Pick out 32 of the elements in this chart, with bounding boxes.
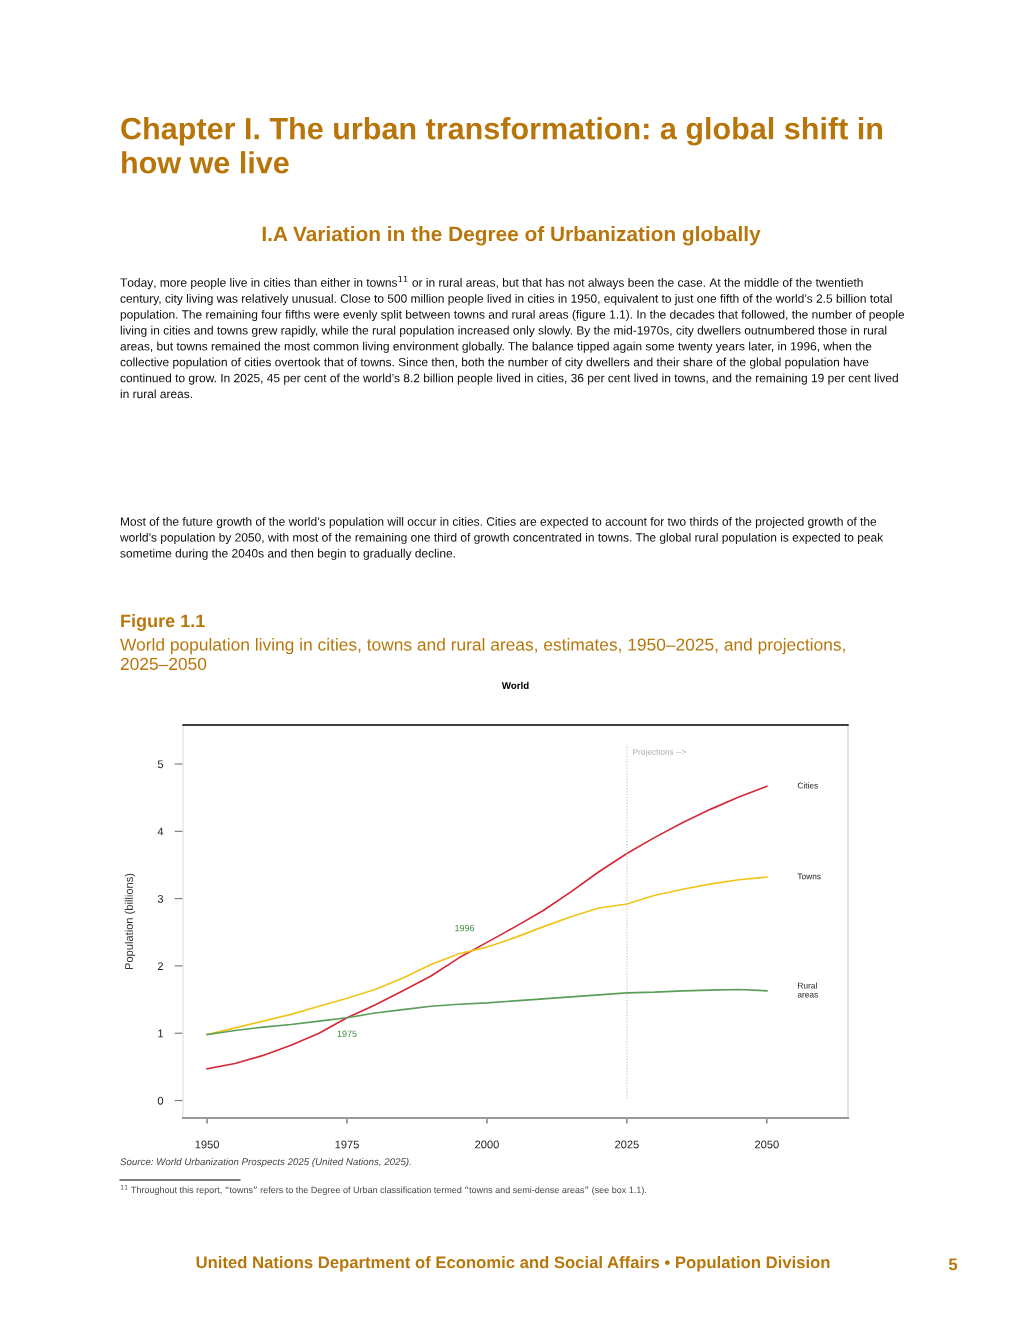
- text: Towns: [797, 873, 821, 880]
- text: World population living in cities, towns and rural areas, estimates, 1950–2025, and projections, 2025–2050: [120, 638, 845, 671]
- line-series: [206, 876, 768, 1036]
- text: Rural areas: [797, 982, 818, 998]
- line-series: [206, 988, 768, 1036]
- text: 5: [948, 1258, 958, 1271]
- y-tick-label: 2: [157, 962, 163, 970]
- y-tick-label: 3: [157, 894, 164, 903]
- text: I.A Variation in the Degree of Urbanization globally: [262, 226, 761, 246]
- source-note: Source: World Urbanization Prospects 2025 (United Nations, 2025).: [120, 1158, 411, 1168]
- annotation: 1996: [455, 924, 475, 932]
- y-axis-title: Population (billions): [124, 873, 136, 970]
- text: $^{11}$ Throughout this report, “towns” refers to the Degree of Urban classification termed “towns and semi-dense areas” (see box 1.1).: [120, 1185, 647, 1195]
- text: Cities: [797, 782, 818, 789]
- y-tick-label: 0: [157, 1096, 164, 1105]
- x-tick-label: 2000: [475, 1140, 499, 1149]
- text: Today, more people live in cities than either in towns$^{11}$ or in rural areas, but that has not always been the case. At the middle of the twentieth century, city living was relatively unusual. Close to 500 million people lived in cities in 1950, equivalent to just one fifth of the world’s 2.5 billion total population. The remaining four fifths were evenly split between towns and rural areas (figure 1.1). In the decades that followed, the number of people living in cities and towns grew rapidly, while the rural population increased only slowly. By the mid-1970s, city dwellers outnumbered those in rural areas, but towns remained the most common living environment globally. The balance tipped again some twenty years later, in 1996, when the collective population of cities overtook that of towns. Since then, both the number of city dwellers and their share of the global population have continued to grow. In 2025, 45 per cent of the world’s 8.2 billion people lived in cities, 36 per cent lived in towns, and the remaining 19 per cent lived in rural areas.: [120, 276, 905, 399]
- x-tick-label: 1950: [195, 1140, 219, 1149]
- y-tick-label: 4: [157, 827, 164, 836]
- y-tick-label: 5: [157, 760, 164, 769]
- line-series: [206, 785, 768, 1070]
- y-tick-label: 1: [158, 1029, 164, 1038]
- chart-title: World: [501, 681, 529, 689]
- ref-line-label: Projections -->: [633, 748, 687, 757]
- text: Most of the future growth of the world’s population will occur in cities. Cities are expected to account for two thirds of the projected growth of the world’s population by 2050, with most of the remaining one third of growth concentrated in towns. The global rural population is expected to peak sometime during the 2040s and then begin to gradually decline.: [119, 517, 884, 560]
- annotation: 1975: [337, 1030, 357, 1037]
- caption: Figure 1.1: [121, 614, 205, 631]
- x-tick-label: 2050: [755, 1140, 779, 1149]
- x-tick-label: 2025: [615, 1140, 639, 1149]
- text: United Nations Department of Economic and Social Affairs • Population Division: [196, 1256, 830, 1272]
- x-tick-label: 1975: [335, 1140, 359, 1149]
- text: Chapter I. The urban transformation: a global shift in how we live: [121, 117, 883, 174]
